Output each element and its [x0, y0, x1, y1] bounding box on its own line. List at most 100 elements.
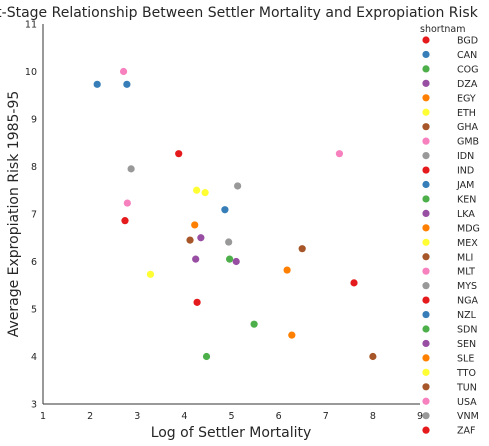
legend-label-sen: SEN	[457, 339, 476, 350]
legend-label-tto: TTO	[456, 368, 476, 379]
point-gmb	[335, 150, 344, 158]
legend-label-can: CAN	[457, 50, 477, 61]
point-cog	[202, 352, 211, 361]
legend-marker-vnm	[422, 412, 430, 420]
x-tick-label: 9	[417, 411, 423, 422]
legend-label-sdn: SDN	[457, 325, 477, 336]
point-mdg	[283, 266, 291, 274]
point-cog	[250, 320, 258, 328]
legend-label-zaf: ZAF	[457, 426, 475, 437]
legend-marker-ind	[422, 166, 430, 174]
x-tick-label: 7	[323, 411, 329, 422]
legend-marker-mlt	[422, 267, 430, 275]
point-usa	[119, 67, 128, 76]
legend-label-bgd: BGD	[457, 36, 478, 47]
point-vnm	[225, 238, 233, 246]
y-tick-label: 4	[31, 352, 37, 363]
x-tick-label: 8	[370, 411, 376, 422]
legend-marker-idn	[422, 152, 430, 160]
legend-label-nga: NGA	[457, 296, 478, 307]
y-tick-label: 7	[31, 210, 37, 221]
point-mex	[201, 189, 209, 197]
legend-label-usa: USA	[457, 397, 477, 408]
legend-marker-mex	[422, 238, 430, 246]
legend-label-mys: MYS	[457, 281, 477, 292]
point-bgd	[350, 279, 358, 287]
legend-marker-lka	[422, 209, 430, 217]
point-egy	[191, 221, 199, 229]
legend-marker-jam	[422, 180, 430, 189]
point-can	[93, 80, 101, 88]
legend-marker-nga	[422, 296, 430, 304]
y-tick-label: 11	[25, 20, 37, 31]
legend-marker-sle	[422, 354, 430, 362]
y-tick-label: 9	[31, 115, 37, 126]
legend-label-ind: IND	[457, 166, 474, 177]
point-lka	[192, 255, 200, 263]
legend-marker-bgd	[422, 36, 430, 44]
legend-label-gha: GHA	[457, 122, 479, 133]
point-jam	[221, 206, 229, 214]
legend-label-tun: TUN	[456, 382, 477, 393]
point-dza	[197, 234, 205, 242]
legend-label-jam: JAM	[456, 180, 474, 191]
legend-marker-egy	[422, 94, 430, 102]
legend-marker-zaf	[422, 426, 430, 434]
point-nga	[121, 217, 129, 225]
legend-label-mlt: MLT	[457, 267, 475, 278]
point-tun	[369, 352, 377, 361]
legend-label-mli: MLI	[457, 252, 473, 263]
point-bgd	[193, 298, 201, 306]
point-tto	[146, 270, 155, 278]
x-tick-label: 5	[228, 411, 234, 422]
legend: shortnam BGD CAN COG DZA EGY ETH GHA GMB IDN IND J…	[420, 24, 480, 437]
point-gha	[298, 245, 306, 253]
y-tick-label: 5	[31, 305, 37, 316]
point-ken	[226, 255, 234, 263]
legend-label-gmb: GMB	[457, 137, 479, 148]
point-mys	[234, 182, 242, 190]
legend-label-cog: COG	[457, 64, 478, 75]
legend-label-dza: DZA	[457, 79, 478, 90]
legend-marker-mys	[422, 282, 430, 290]
legend-label-mex: MEX	[457, 238, 478, 249]
point-idn	[127, 165, 135, 173]
legend-label-eth: ETH	[457, 108, 476, 119]
legend-title: shortnam	[420, 24, 466, 35]
legend-marker-tto	[422, 368, 430, 376]
legend-marker-can	[422, 50, 430, 59]
point-sen	[232, 257, 240, 266]
legend-marker-ken	[422, 195, 430, 203]
legend-marker-eth	[422, 108, 430, 116]
legend-marker-dza	[422, 79, 430, 87]
point-mli	[186, 236, 194, 244]
x-tick-label: 6	[276, 411, 282, 422]
point-ind	[175, 150, 183, 158]
legend-marker-nzl	[422, 310, 430, 319]
legend-marker-cog	[422, 65, 430, 73]
legend-marker-sen	[422, 339, 430, 348]
legend-label-idn: IDN	[457, 151, 474, 162]
x-tick-label: 3	[134, 411, 140, 422]
x-tick-label: 2	[87, 411, 93, 422]
legend-marker-tun	[422, 383, 430, 391]
legend-label-sle: SLE	[457, 353, 474, 364]
data-points	[93, 67, 377, 361]
y-tick-label: 8	[31, 162, 37, 173]
y-axis-label: Average Expropiation Risk 1985-95	[6, 91, 22, 338]
point-sle	[288, 331, 296, 339]
x-tick-labels: 1 2 3 4 5 6 7 8 9	[40, 411, 423, 422]
x-tick-label: 1	[40, 411, 46, 422]
y-tick-label: 6	[31, 257, 37, 268]
x-axis-label: Log of Settler Mortality	[151, 425, 312, 441]
legend-label-mdg: MDG	[457, 223, 480, 234]
y-tick-label: 10	[25, 67, 37, 78]
y-tick-label: 3	[31, 400, 37, 411]
legend-marker-mli	[422, 253, 430, 261]
legend-marker-usa	[422, 397, 430, 405]
point-eth	[193, 186, 201, 194]
legend-marker-sdn	[422, 325, 430, 333]
legend-label-ken: KEN	[457, 194, 476, 205]
legend-label-lka: LKA	[457, 209, 475, 220]
